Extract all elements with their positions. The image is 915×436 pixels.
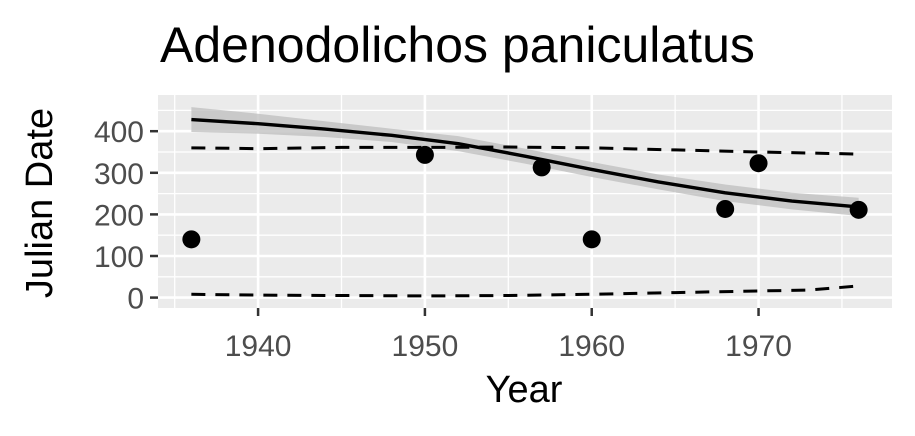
x-tick-label: 1960	[558, 330, 625, 363]
data-point	[182, 230, 201, 249]
y-axis-title: Julian Date	[19, 108, 61, 298]
y-tick-label: 400	[94, 116, 144, 149]
data-points	[182, 145, 868, 249]
data-point	[415, 145, 434, 164]
x-tick-label: 1940	[225, 330, 292, 363]
prediction-bounds	[191, 145, 859, 298]
y-tick-label: 0	[127, 283, 144, 316]
data-point	[532, 158, 551, 177]
x-axis-title: Year	[486, 369, 563, 411]
data-point	[582, 230, 601, 249]
data-point	[716, 199, 735, 218]
fit-line	[191, 117, 859, 209]
y-tick-label: 100	[94, 241, 144, 274]
upper-dashed-line	[191, 145, 859, 156]
fit-line-group	[191, 117, 859, 209]
data-point	[749, 154, 768, 173]
y-tick-label: 200	[94, 199, 144, 232]
x-tick-label: 1950	[392, 330, 459, 363]
y-axis: 0 100 200 300 400	[94, 116, 158, 316]
x-axis: 1940 1950 1960 1970	[225, 308, 792, 363]
x-tick-label: 1970	[725, 330, 792, 363]
data-point	[849, 200, 868, 219]
lower-dashed-line	[191, 284, 859, 298]
y-tick-label: 300	[94, 158, 144, 191]
chart-title: Adenodolichos paniculatus	[160, 17, 755, 73]
